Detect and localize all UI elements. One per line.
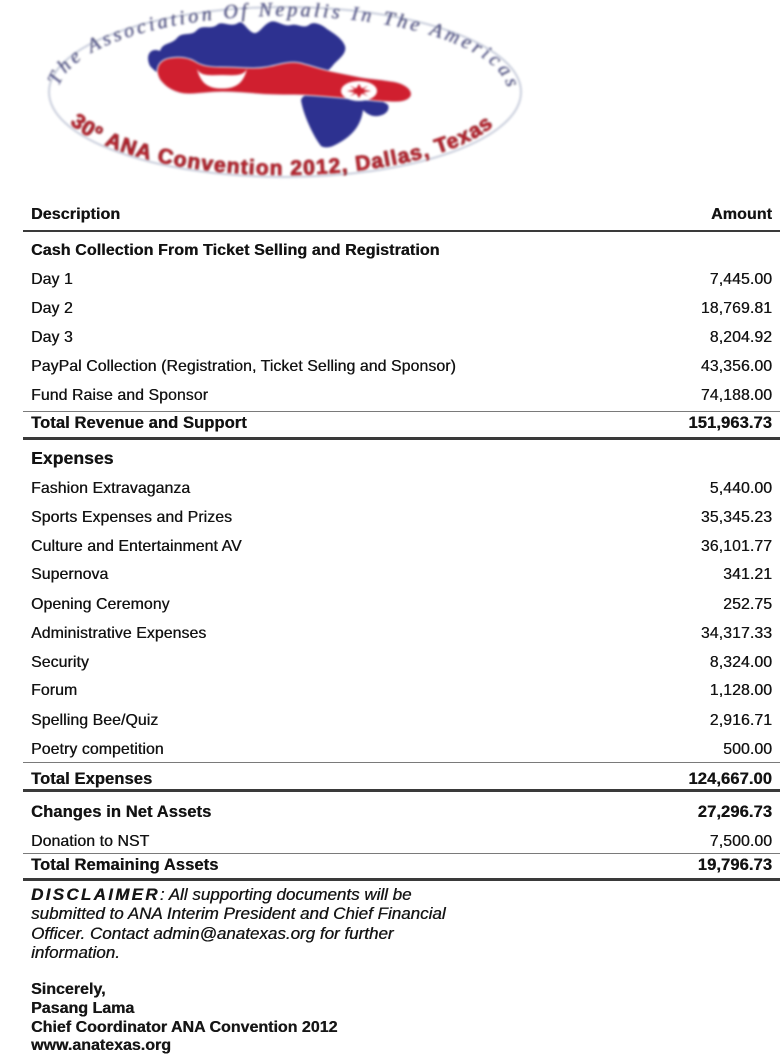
svg-text:30º ANA Convention 2012, Dalla: 30º ANA Convention 2012, Dallas, Texas [66, 109, 497, 180]
